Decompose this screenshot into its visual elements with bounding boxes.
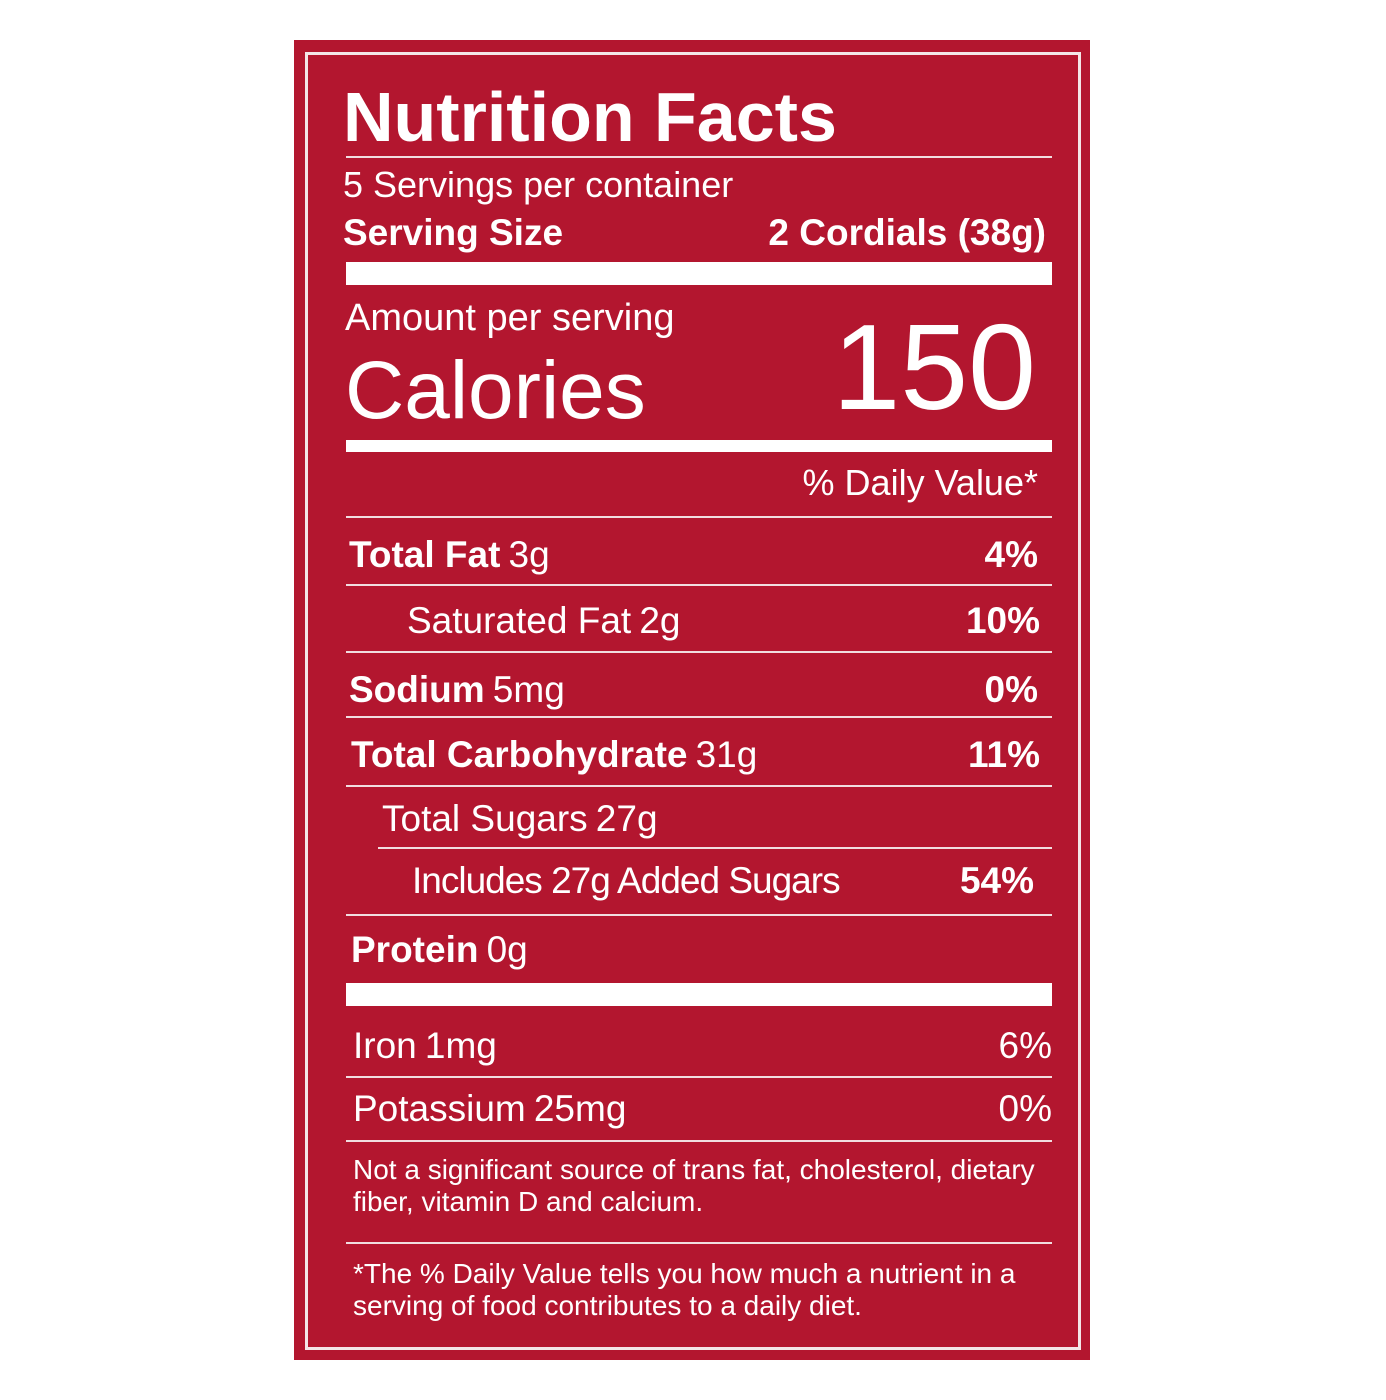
daily-value: 54%: [959, 860, 1034, 901]
serving-size: 2 Cordials (38g): [768, 212, 1046, 253]
nutrient-name: Total Fat: [349, 534, 501, 575]
rule: [346, 716, 1052, 718]
rule: [346, 1076, 1052, 1078]
nutrient-amount: 3g: [508, 534, 550, 575]
amount-per-serving: Amount per serving: [345, 297, 675, 339]
daily-value-header: % Daily Value*: [802, 462, 1038, 503]
mineral-amount: 1mg: [424, 1025, 497, 1066]
nutrient-amount: 2g: [639, 600, 681, 641]
rule: [378, 847, 1052, 849]
note: Not a significant source of trans fat, c…: [353, 1154, 1035, 1217]
thick-bar: [346, 440, 1052, 452]
nutrient-amount: 27g: [595, 798, 658, 839]
nutrient-name: Total Carbohydrate 31g: [351, 736, 757, 773]
label-border: [305, 52, 1081, 1350]
rule: [346, 785, 1052, 787]
rule: [346, 584, 1052, 586]
nutrient-name: Total Carbohydrate: [351, 734, 688, 775]
servings: 5 Servings per container: [343, 164, 734, 205]
mineral-name: Potassium: [353, 1088, 526, 1129]
daily-value: 10%: [965, 600, 1040, 641]
nutrient-amount: 0g: [486, 929, 528, 970]
footnote: *The % Daily Value tells you how much a …: [353, 1258, 1016, 1321]
nutrient-name: Includes 27g Added Sugars: [412, 860, 841, 901]
rule: [346, 1242, 1052, 1244]
nutrient-name: Total Sugars 27g: [382, 800, 658, 837]
nutrient-amount: 5mg: [492, 669, 565, 710]
thick-bar: [346, 262, 1052, 285]
thick-bar: [346, 983, 1052, 1006]
mineral-amount: 25mg: [533, 1088, 627, 1129]
calories-value: 150: [832, 299, 1036, 435]
rule: [346, 156, 1052, 158]
daily-value: 6%: [998, 1025, 1052, 1066]
daily-value: 11%: [967, 734, 1040, 775]
daily-value: 4%: [984, 534, 1038, 575]
mineral-name: Iron: [353, 1025, 417, 1066]
nutrient-name: Sodium 5mg: [349, 671, 565, 708]
mineral-name: Iron 1mg: [353, 1027, 497, 1064]
nutrient-name: Sodium: [349, 669, 485, 710]
title: Nutrition Facts: [343, 78, 837, 156]
nutrient-name: Saturated Fat: [407, 600, 632, 641]
nutrient-name: Saturated Fat 2g: [407, 602, 680, 639]
nutrient-name: Total Sugars: [382, 798, 588, 839]
nutrient-amount: 31g: [695, 734, 758, 775]
rule: [346, 914, 1052, 916]
rule: [346, 1140, 1052, 1142]
daily-value: 0%: [984, 669, 1038, 710]
daily-value: 0%: [998, 1088, 1052, 1129]
serving-size-label: Serving Size: [343, 212, 564, 253]
nutrient-name: Protein 0g: [351, 931, 528, 968]
calories-label: Calories: [345, 345, 646, 436]
nutrient-name: Total Fat 3g: [349, 536, 550, 573]
mineral-name: Potassium 25mg: [353, 1090, 626, 1127]
rule: [346, 516, 1052, 518]
nutrient-name: Protein: [351, 929, 479, 970]
rule: [346, 651, 1052, 653]
nutrition-label: Nutrition Facts 5 Servings per container…: [294, 40, 1090, 1360]
